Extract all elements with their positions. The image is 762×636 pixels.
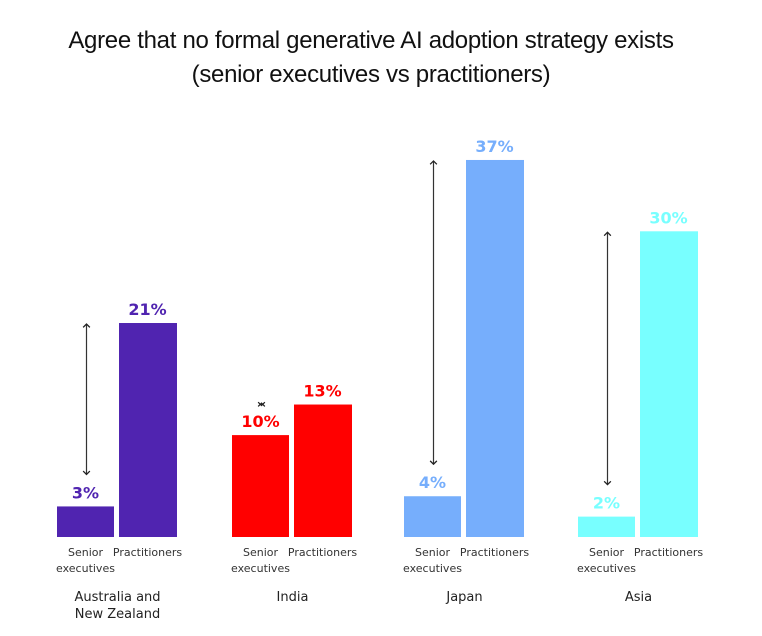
data-label-senior-executives: 4% <box>419 473 446 492</box>
bar-senior-executives <box>232 435 289 537</box>
bar-senior-executives <box>404 496 461 537</box>
bar-category-label: executives <box>403 562 462 575</box>
group-label: Japan <box>445 590 482 605</box>
bar-practitioners <box>119 323 177 537</box>
chart-title: Agree that no formal generative AI adopt… <box>68 27 674 54</box>
data-label-practitioners: 37% <box>475 137 513 156</box>
bar-category-label: Senior <box>68 546 104 559</box>
bar-category-label: executives <box>577 562 636 575</box>
bar-category-label: Practitioners <box>460 546 529 559</box>
bar-practitioners <box>640 231 698 538</box>
bar-practitioners <box>294 404 352 537</box>
data-label-practitioners: 13% <box>303 382 341 401</box>
bar-practitioners <box>466 159 524 537</box>
bar-category-label: Practitioners <box>113 546 182 559</box>
bar-category-label: Senior <box>243 546 279 559</box>
data-label-practitioners: 30% <box>649 208 687 227</box>
group-label: India <box>277 590 309 605</box>
bar-category-label: Practitioners <box>634 546 703 559</box>
bar-senior-executives <box>578 516 635 537</box>
data-label-practitioners: 21% <box>128 300 166 319</box>
bar-category-label: executives <box>231 562 290 575</box>
bar-category-label: Senior <box>415 546 451 559</box>
group-label: Asia <box>625 590 652 605</box>
data-label-senior-executives: 2% <box>593 494 620 513</box>
bar-category-label: Practitioners <box>288 546 357 559</box>
bar-senior-executives <box>57 506 114 537</box>
data-label-senior-executives: 3% <box>72 483 99 502</box>
group-label: New Zealand <box>75 607 160 622</box>
group-label: Australia and <box>74 590 160 605</box>
bar-category-label: executives <box>56 562 115 575</box>
data-label-senior-executives: 10% <box>241 412 279 431</box>
bar-category-label: Senior <box>589 546 625 559</box>
chart-subtitle: (senior executives vs practitioners) <box>191 61 551 88</box>
